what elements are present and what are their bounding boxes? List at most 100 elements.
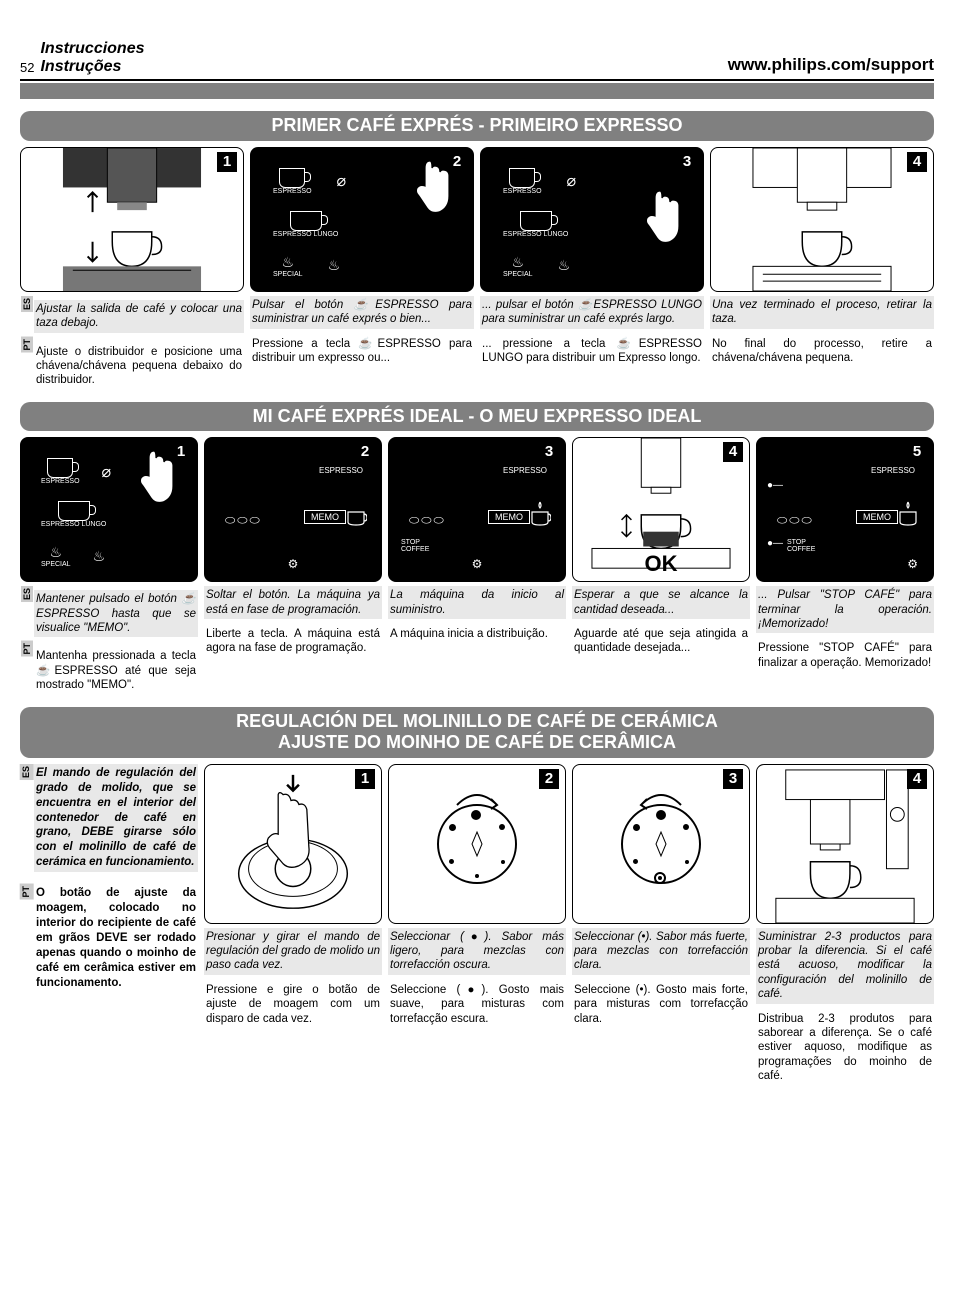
button-panel: ESPRESSO ⌀ ESPRESSO LUNGO ♨ SPECIAL ♨ xyxy=(251,148,473,291)
s1-cap2-pt: Pressione a tecla ☕ESPRESSO para distrib… xyxy=(250,335,474,368)
lungo-cup-icon xyxy=(520,211,552,231)
s1-illus3: 3 ESPRESSO ⌀ ESPRESSO LUNGO xyxy=(480,147,704,292)
special-icon: ♨ xyxy=(50,544,63,561)
title-es: Instrucciones xyxy=(40,40,144,57)
s3-col4: 4 Suministrar 2-3 productos para probar … xyxy=(756,764,934,1086)
s3-note-pt-wrap: PT O botão de ajuste da moagem, colocado… xyxy=(20,884,198,993)
hotwater-icon: ♨ xyxy=(93,548,106,565)
es-tag: ES xyxy=(21,586,33,602)
s2-cap4-es: Esperar a que se alcance la cantidad des… xyxy=(572,586,750,619)
s2-cap1-es: Mantener pulsado el botón ☕ESPRESSO hast… xyxy=(34,590,198,637)
settings-icon: ⚙ xyxy=(472,557,483,571)
section2-title: MI CAFÉ EXPRÉS IDEAL - O MEU EXPRESSO ID… xyxy=(20,402,934,432)
s2-illus5: 5 ESPRESSO ●— ⬭⬭⬭ MEMO ●— STOP COFFEE ⚙ xyxy=(756,437,934,582)
pt-tag: PT xyxy=(20,884,34,900)
s3-illus2: 2 xyxy=(388,764,566,924)
s1-col3: 3 ESPRESSO ⌀ ESPRESSO LUNGO xyxy=(480,147,704,390)
s3-note-col: ES El mando de regulación del grado de m… xyxy=(20,764,198,1086)
s2-cap3-pt: A máquina inicia a distribuição. xyxy=(388,625,566,643)
section2-row: 1 ESPRESSO ⌀ ESPRESSO LUNGO xyxy=(20,437,934,694)
grind-dial xyxy=(437,804,517,884)
hotwater-icon: ♨ xyxy=(328,257,341,274)
s2-col4: 4 OK Esperar a que se alcance la cantida… xyxy=(572,437,750,694)
s1-illus4: 4 xyxy=(710,147,934,292)
s3-cap1-pt: Pressione e gire o botão de ajuste de mo… xyxy=(204,981,382,1028)
step-num: 4 xyxy=(723,442,743,462)
s2-cap4-pt: Aguarde até que seja atingida a quantida… xyxy=(572,625,750,658)
beans-icon: ⬭⬭⬭ xyxy=(409,513,446,528)
s2-illus4: 4 OK xyxy=(572,437,750,582)
step-num: 1 xyxy=(217,152,237,172)
lungo-cup-icon xyxy=(290,211,322,231)
memo-box: MEMO xyxy=(488,510,530,524)
title-pt: Instruções xyxy=(40,58,121,75)
special-label: SPECIAL xyxy=(41,561,71,568)
espresso-cup-icon xyxy=(47,458,73,478)
s3-note-es-wrap: ES El mando de regulación del grado de m… xyxy=(20,764,198,881)
lungo-label: ESPRESSO LUNGO xyxy=(273,231,338,238)
s2-col1: 1 ESPRESSO ⌀ ESPRESSO LUNGO xyxy=(20,437,198,694)
s3-cap1-es: Presionar y girar el mando de regulación… xyxy=(204,928,382,975)
memo-box: MEMO xyxy=(304,510,346,524)
s1-cap3-pt: ... pressione a tecla ☕ESPRESSO LUNGO pa… xyxy=(480,335,704,368)
section3-title: REGULACIÓN DEL MOLINILLO DE CAFÉ DE CERÁ… xyxy=(20,707,934,758)
s2-cap1-pt: Mantenha pressionada a tecla ☕ESPRESSO a… xyxy=(34,647,198,694)
step-num: 2 xyxy=(355,442,375,462)
ok-text: OK xyxy=(645,551,678,577)
espresso-label: ESPRESSO xyxy=(503,466,547,475)
rotate-arrow-icon xyxy=(447,785,507,815)
es-tag: ES xyxy=(20,764,34,780)
s1-cap3-es: ... pulsar el botón ☕ESPRESSO LUNGO para… xyxy=(480,296,704,329)
grind-dial xyxy=(621,804,701,884)
espresso-label: ESPRESSO xyxy=(273,188,312,195)
header-gray-bar xyxy=(20,83,934,99)
es-tag: ES xyxy=(21,296,33,312)
s1-illus2: 2 ESPRESSO ⌀ ESPRESSO LUNGO xyxy=(250,147,474,292)
special-icon: ♨ xyxy=(512,254,525,271)
espresso-label: ESPRESSO xyxy=(41,478,80,485)
pt-tag: PT xyxy=(21,641,33,657)
bullet2-icon: ●— xyxy=(767,538,783,549)
s3-note-pt: O botão de ajuste da moagem, colocado no… xyxy=(34,884,198,993)
s2-col3: 3 ESPRESSO ⬭⬭⬭ MEMO STOP COFFEE ⚙ La máq… xyxy=(388,437,566,694)
espresso-label: ESPRESSO xyxy=(319,466,363,475)
page-header: 52 Instrucciones Instruções www.philips.… xyxy=(20,40,934,81)
header-title: Instrucciones Instruções xyxy=(40,40,144,75)
step-num: 2 xyxy=(447,152,467,172)
lungo-cup-icon xyxy=(58,501,90,521)
s2-cap2-es: Soltar el botón. La máquina ya está en f… xyxy=(204,586,382,619)
beans-icon: ⬭⬭⬭ xyxy=(777,513,814,528)
step-num: 1 xyxy=(355,769,375,789)
lungo-label: ESPRESSO LUNGO xyxy=(503,231,568,238)
espresso-cup-icon xyxy=(509,168,535,188)
header-url: www.philips.com/support xyxy=(728,55,934,75)
special-label: SPECIAL xyxy=(273,271,303,278)
s3-cap3-pt: Seleccione (•). Gosto mais forte, para m… xyxy=(572,981,750,1028)
espresso-cup-icon xyxy=(279,168,305,188)
s2-col5: 5 ESPRESSO ●— ⬭⬭⬭ MEMO ●— STOP COFFEE ⚙ … xyxy=(756,437,934,694)
step-num: 3 xyxy=(539,442,559,462)
s2-illus2: 2 ESPRESSO ⬭⬭⬭ MEMO ⚙ xyxy=(204,437,382,582)
s3-col1: 1 Presionar y girar el mando de regulaci… xyxy=(204,764,382,1086)
s3-col3: 3 Seleccionar (•). Sabor más fuerte, par… xyxy=(572,764,750,1086)
s3-cap4-pt: Distribua 2-3 produtos para saborear a d… xyxy=(756,1010,934,1086)
button-panel: ESPRESSO ⌀ ESPRESSO LUNGO ♨ SPECIAL ♨ xyxy=(481,148,703,291)
s1-cap1-es-wrap: ES Ajustar la salida de café y colocar u… xyxy=(20,296,244,333)
s1-col1: 1 ES Ajustar la salida de café y colocar… xyxy=(20,147,244,390)
bean-icon: ⌀ xyxy=(337,171,347,191)
espresso-label: ESPRESSO xyxy=(871,466,915,475)
s3-cap4-es: Suministrar 2-3 productos para probar la… xyxy=(756,928,934,1004)
s1-cap1-es: Ajustar la salida de café y colocar una … xyxy=(34,300,244,333)
s1-illus1: 1 xyxy=(20,147,244,292)
settings-icon: ⚙ xyxy=(907,557,918,571)
beans-icon: ⬭⬭⬭ xyxy=(225,513,262,528)
step-num: 3 xyxy=(677,152,697,172)
s2-cap5-es: ... Pulsar "STOP CAFÉ" para terminar la … xyxy=(756,586,934,633)
s1-cap4-es: Una vez terminado el proceso, retirar la… xyxy=(710,296,934,329)
s2-illus3: 3 ESPRESSO ⬭⬭⬭ MEMO STOP COFFEE ⚙ xyxy=(388,437,566,582)
machine-adjust-icon xyxy=(21,148,243,291)
s1-cap1-pt: Ajuste o distribuidor e posicione uma ch… xyxy=(34,343,244,390)
pt-tag: PT xyxy=(21,337,33,353)
hotwater-icon: ♨ xyxy=(558,257,571,274)
s2-cap3-es: La máquina da inicio al suministro. xyxy=(388,586,566,619)
